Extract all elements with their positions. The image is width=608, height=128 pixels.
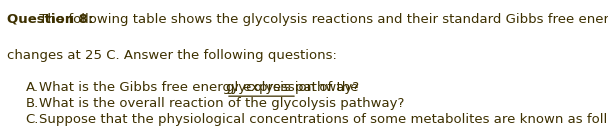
Text: B.: B. [26, 97, 39, 110]
Text: A.: A. [26, 81, 38, 94]
Text: C.: C. [26, 113, 39, 126]
Text: What is the Gibbs free energy expression of the: What is the Gibbs free energy expression… [38, 81, 362, 94]
Text: Suppose that the physiological concentrations of some metabolites are known as f: Suppose that the physiological concentra… [38, 113, 608, 126]
Text: Question 8:: Question 8: [7, 13, 93, 26]
Text: What is the overall reaction of the glycolysis pathway?: What is the overall reaction of the glyc… [38, 97, 404, 110]
Text: changes at 25 C. Answer the following questions:: changes at 25 C. Answer the following qu… [7, 49, 336, 62]
Text: The following table shows the glycolysis reactions and their standard Gibbs free: The following table shows the glycolysis… [35, 13, 608, 26]
Text: glycolysis pathway?: glycolysis pathway? [226, 81, 359, 94]
